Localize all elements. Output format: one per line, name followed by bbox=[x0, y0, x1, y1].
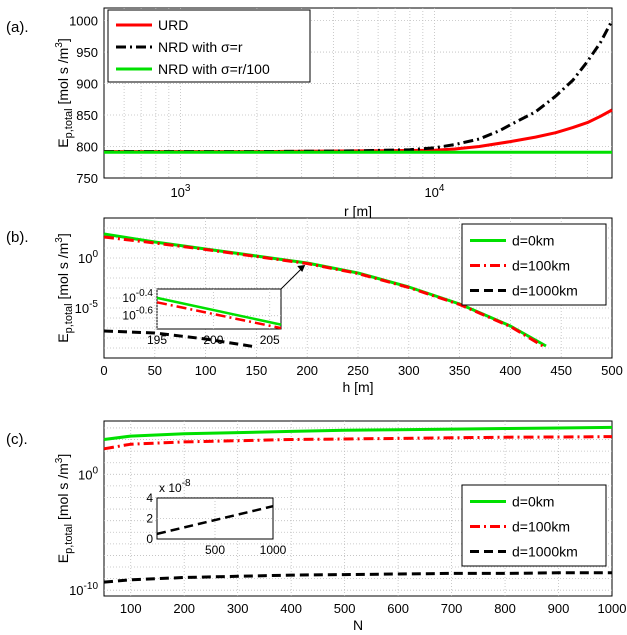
x-tick-label: 100 bbox=[120, 601, 142, 616]
legend-label: d=1000km bbox=[512, 544, 578, 560]
inset-x-tick-label: 195 bbox=[147, 333, 167, 347]
inset-arrow-head bbox=[297, 265, 306, 272]
x-axis-label: N bbox=[353, 617, 363, 633]
y-tick-label: 750 bbox=[76, 171, 98, 186]
x-tick-label: 700 bbox=[441, 601, 463, 616]
inset-y-tick-label: 0 bbox=[146, 532, 153, 546]
x-tick-label: 100 bbox=[195, 363, 217, 378]
series-line-1 bbox=[103, 435, 613, 451]
x-tick-label: 250 bbox=[347, 363, 369, 378]
legend-label: d=100km bbox=[512, 258, 570, 274]
x-tick-label: 104 bbox=[424, 183, 444, 200]
panel-b: 0 50 100 150 200 250 300 350 400 450 500 100 10-5 d=0… bbox=[6, 217, 623, 395]
legend-label: d=100km bbox=[512, 519, 570, 535]
series-line-0 bbox=[103, 425, 613, 441]
x-tick-label: 800 bbox=[494, 601, 516, 616]
legend-label: d=0km bbox=[512, 494, 554, 510]
x-tick-label: 400 bbox=[280, 601, 302, 616]
inset-x-tick-label: 205 bbox=[260, 333, 280, 347]
x-tick-label: 1000 bbox=[598, 601, 627, 616]
x-tick-label: 0 bbox=[100, 363, 107, 378]
inset-x-tick-label: 1000 bbox=[260, 543, 287, 557]
inset-y-tick-label: 10-0.4 bbox=[122, 288, 153, 305]
x-tick-label: 900 bbox=[548, 601, 570, 616]
series-line-2 bbox=[103, 571, 612, 584]
y-tick-label: 100 bbox=[78, 249, 98, 266]
inset-series-line-0 bbox=[156, 296, 282, 326]
panel-c: 100 200 300 400 500 600 700 800 900 1000 100 10-10 d… bbox=[6, 420, 627, 633]
x-tick-label: 150 bbox=[246, 363, 268, 378]
inset-y-tick-label: 2 bbox=[146, 512, 153, 526]
inset-multiplier-label: x 10-8 bbox=[159, 478, 191, 495]
legend-label: d=0km bbox=[512, 233, 554, 249]
y-tick-label: 950 bbox=[76, 45, 98, 60]
x-axis-label: h [m] bbox=[342, 379, 373, 395]
x-tick-label: 200 bbox=[296, 363, 318, 378]
x-tick-label: 103 bbox=[170, 183, 190, 200]
y-axis-label: Ep,total [mol s /m3] bbox=[54, 454, 75, 563]
x-axis-label: r [m] bbox=[344, 203, 372, 219]
panel-label: (a). bbox=[6, 19, 29, 36]
y-tick-label: 850 bbox=[76, 108, 98, 123]
legend-label: d=1000km bbox=[512, 283, 578, 299]
x-tick-label: 450 bbox=[550, 363, 572, 378]
panel-a: 750 800 850 900 950 1000 103 104 URD NRD with σ=r… bbox=[6, 7, 614, 219]
y-tick-label: 100 bbox=[78, 465, 98, 482]
inset-y-tick-label: 4 bbox=[146, 491, 153, 505]
x-tick-label: 400 bbox=[500, 363, 522, 378]
panel-label: (c). bbox=[6, 431, 28, 448]
y-axis-label: Ep,total [mol s /m3] bbox=[54, 38, 75, 147]
inset-x-tick-label: 500 bbox=[205, 543, 225, 557]
y-tick-label: 900 bbox=[76, 77, 98, 92]
series-line-2 bbox=[103, 329, 257, 349]
x-tick-label: 50 bbox=[148, 363, 162, 378]
legend-label: NRD with σ=r/100 bbox=[158, 61, 270, 77]
inset-series-line-0 bbox=[156, 504, 274, 536]
legend-label: NRD with σ=r bbox=[158, 39, 243, 55]
legend-label: URD bbox=[158, 17, 188, 33]
x-tick-label: 500 bbox=[601, 363, 623, 378]
x-tick-label: 200 bbox=[173, 601, 195, 616]
x-tick-label: 350 bbox=[449, 363, 471, 378]
x-tick-label: 300 bbox=[227, 601, 249, 616]
x-tick-label: 300 bbox=[398, 363, 420, 378]
inset-frame bbox=[156, 288, 282, 330]
y-tick-label: 10-5 bbox=[75, 299, 99, 316]
panel-label: (b). bbox=[6, 229, 29, 246]
x-tick-label: 500 bbox=[334, 601, 356, 616]
y-tick-label: 1000 bbox=[69, 14, 98, 29]
y-tick-label: 10-10 bbox=[69, 581, 98, 598]
x-tick-label: 600 bbox=[387, 601, 409, 616]
y-axis-label: Ep,total [mol s /m3] bbox=[54, 233, 75, 342]
inset-x-tick-label: 200 bbox=[203, 333, 223, 347]
inset-arrow bbox=[280, 266, 304, 290]
inset-y-tick-label: 10-0.6 bbox=[122, 306, 153, 323]
series-line-0 bbox=[103, 232, 547, 348]
inset-series-line-1 bbox=[156, 301, 282, 330]
y-tick-label: 800 bbox=[76, 140, 98, 155]
